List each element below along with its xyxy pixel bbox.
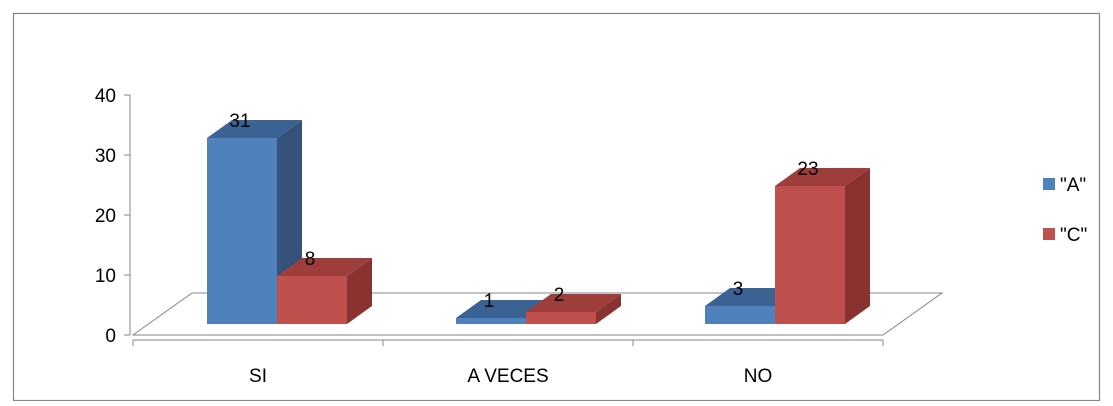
chart-frame [12, 12, 1101, 402]
x-tick-label: NO [744, 366, 773, 387]
legend-label: "C" [1060, 225, 1087, 246]
bar-side [845, 168, 870, 324]
y-tick-label: 30 [95, 146, 116, 167]
y-tick-label: 10 [95, 266, 116, 287]
data-label: 23 [797, 159, 818, 180]
bar-top [775, 168, 870, 186]
bar-front [456, 318, 526, 324]
bar-front [277, 276, 347, 324]
data-label: 1 [484, 291, 495, 312]
chart-floor [131, 292, 944, 336]
bar-front [705, 306, 775, 324]
legend-item: "C" [1043, 225, 1087, 246]
bar [775, 168, 870, 324]
data-label: 31 [229, 111, 250, 132]
bar-top [277, 258, 372, 276]
legend-label: "A" [1060, 175, 1086, 196]
legend-swatch [1043, 228, 1055, 240]
bar-top [207, 120, 302, 138]
data-label: 2 [554, 285, 565, 306]
bar-top [526, 294, 621, 312]
bar-front [775, 186, 845, 324]
bar-side [596, 294, 621, 324]
y-tick-label: 40 [95, 86, 116, 107]
bar-side [347, 258, 372, 324]
bar [526, 294, 621, 324]
data-label: 8 [305, 249, 316, 270]
data-label: 3 [733, 279, 744, 300]
x-tick-label: SI [249, 366, 267, 387]
x-tick-label: A VECES [467, 366, 548, 387]
y-tick-label: 0 [105, 326, 116, 347]
bar [277, 258, 372, 324]
bar-front [526, 312, 596, 324]
legend-item: "A" [1043, 175, 1086, 196]
y-tick-label: 20 [95, 206, 116, 227]
legend-swatch [1043, 178, 1055, 190]
bar-front [207, 138, 277, 324]
